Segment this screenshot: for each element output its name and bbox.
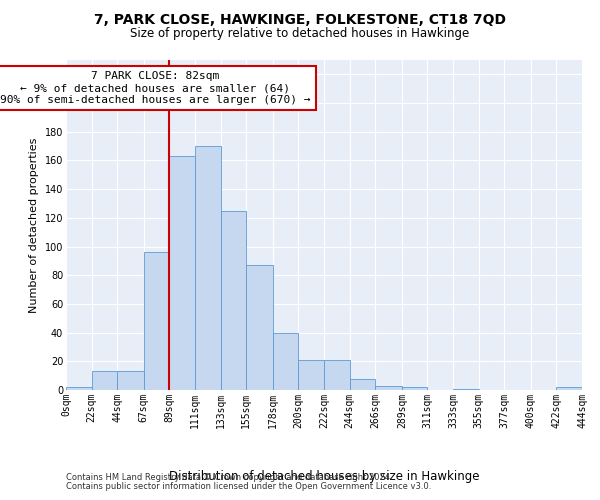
- Bar: [350, 378, 375, 390]
- Bar: [195, 146, 221, 390]
- Bar: [92, 372, 117, 390]
- Bar: [402, 387, 427, 390]
- Bar: [144, 252, 169, 390]
- Text: Contains public sector information licensed under the Open Government Licence v3: Contains public sector information licen…: [66, 482, 431, 491]
- Bar: [169, 156, 195, 390]
- Text: Contains HM Land Registry data © Crown copyright and database right 2024.: Contains HM Land Registry data © Crown c…: [66, 474, 392, 482]
- Bar: [556, 387, 582, 390]
- X-axis label: Distribution of detached houses by size in Hawkinge: Distribution of detached houses by size …: [169, 470, 479, 482]
- Bar: [66, 387, 92, 390]
- Bar: [298, 360, 324, 390]
- Bar: [453, 388, 479, 390]
- Text: 7 PARK CLOSE: 82sqm
← 9% of detached houses are smaller (64)
90% of semi-detache: 7 PARK CLOSE: 82sqm ← 9% of detached hou…: [0, 72, 311, 104]
- Bar: [221, 210, 246, 390]
- Bar: [117, 372, 144, 390]
- Bar: [273, 332, 298, 390]
- Bar: [246, 265, 273, 390]
- Bar: [375, 386, 402, 390]
- Bar: [324, 360, 350, 390]
- Y-axis label: Number of detached properties: Number of detached properties: [29, 138, 39, 312]
- Text: Size of property relative to detached houses in Hawkinge: Size of property relative to detached ho…: [130, 28, 470, 40]
- Text: 7, PARK CLOSE, HAWKINGE, FOLKESTONE, CT18 7QD: 7, PARK CLOSE, HAWKINGE, FOLKESTONE, CT1…: [94, 12, 506, 26]
